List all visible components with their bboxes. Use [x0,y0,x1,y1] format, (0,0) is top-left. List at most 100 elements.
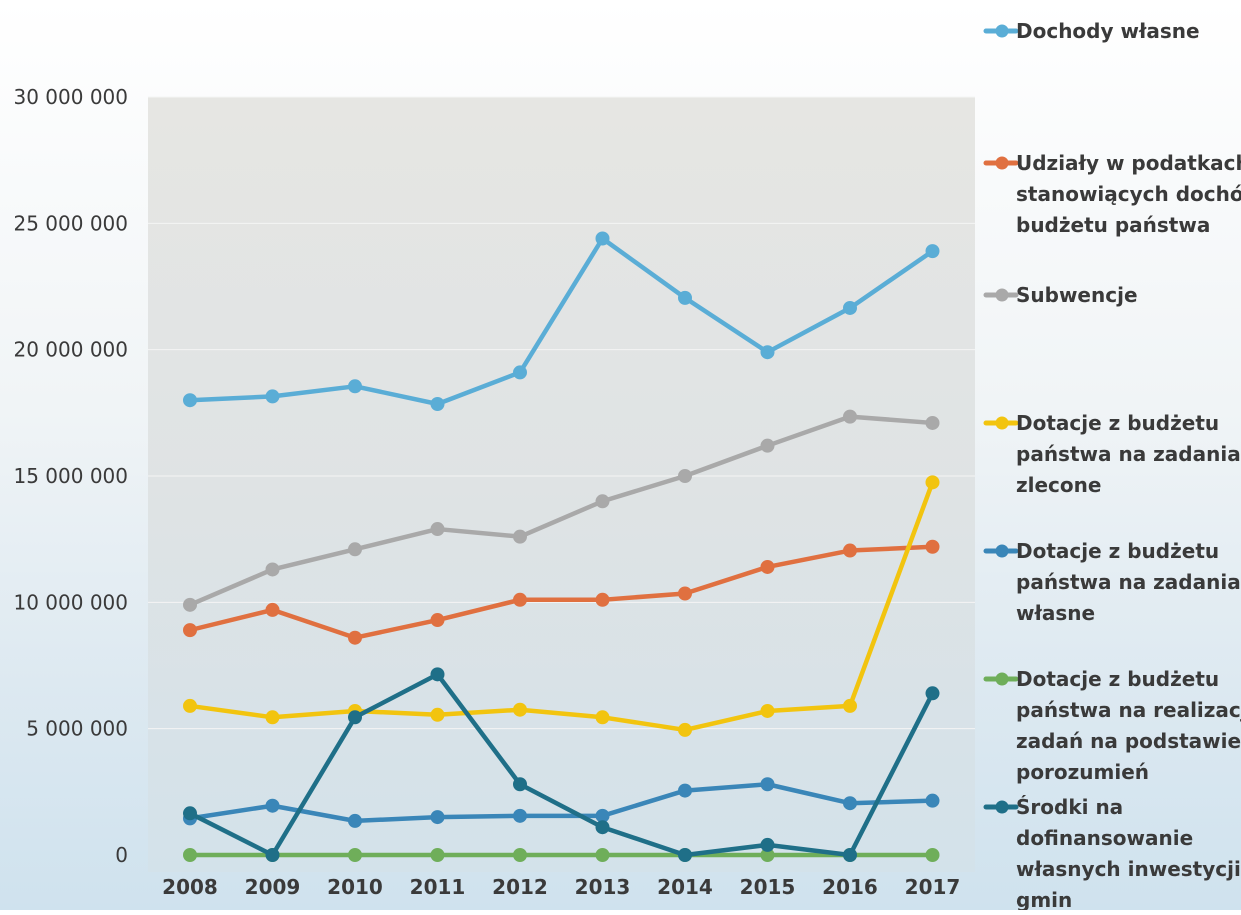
data-point [760,438,775,453]
legend: Dochody własne Udziały w podatkach stanowi… [983,19,1241,912]
data-point [348,813,362,828]
legend-item-7: Środki na dofinansowanie własnych inwestyc… [983,795,1241,912]
x-tick-label: 2015 [740,875,796,899]
data-point [513,848,527,862]
data-point [760,559,775,574]
plot-area [148,97,975,872]
legend-swatch-marker [995,156,1009,170]
legend-item-4: Dotacje z budżetu państwa na zadania zleco… [983,411,1241,497]
x-tick-label: 2012 [492,875,548,899]
x-tick-label: 2008 [162,875,218,899]
data-point [183,623,197,638]
legend-label-line: Środki na [1016,795,1123,819]
y-tick-label: 5 000 000 [26,717,128,741]
data-point [348,848,362,862]
legend-label-line: państwa na realizację [1016,698,1241,722]
data-point [843,409,857,424]
data-point [430,522,445,537]
data-point [430,396,445,411]
legend-label-line: budżetu państwa [1016,213,1210,237]
data-point [513,702,527,717]
x-tick-label: 2017 [905,875,961,899]
data-point [843,796,857,811]
y-tick-label: 0 [115,843,128,867]
legend-swatch-marker [995,24,1009,38]
legend-label-line: państwa na zadania [1016,442,1241,466]
data-point [183,698,197,713]
legend-item-5: Dotacje z budżetu państwa na zadania własn… [983,539,1241,625]
data-point [925,539,940,554]
legend-item-2: Udziały w podatkach stanowiących dochód bu… [983,151,1241,237]
x-axis: 2008 2009 2010 2011 2012 2013 2014 2015 2016 2017 [162,875,960,899]
legend-swatch-marker [995,672,1009,686]
legend-label-line: Subwencje [1016,283,1138,307]
data-point [348,542,362,557]
y-tick-label: 30 000 000 [13,85,128,109]
data-point [843,543,857,558]
x-tick-label: 2014 [657,875,713,899]
x-tick-label: 2009 [245,875,301,899]
legend-label-line: własne [1016,601,1095,625]
data-point [265,389,280,404]
series-7 [183,667,940,862]
data-point [843,848,857,862]
data-point [183,806,197,821]
data-point [513,529,527,544]
data-point [760,345,775,360]
data-point [925,475,940,490]
data-point [265,562,280,577]
data-point [513,365,527,380]
data-point [513,777,527,792]
data-point [183,597,197,612]
data-point [265,710,280,725]
y-tick-label: 15 000 000 [13,464,128,488]
legend-label-line: zadań na podstawie [1016,729,1241,753]
data-point [430,613,445,628]
series-line [187,544,935,640]
series-line [187,480,935,733]
data-point [595,848,610,862]
data-point [678,469,692,483]
legend-label-line: własnych inwestycji [1016,857,1241,881]
data-point [265,602,280,617]
data-point [925,686,940,701]
data-point [430,848,445,862]
data-point [595,494,610,509]
data-point [348,379,362,394]
series-2 [183,539,940,645]
legend-label-line: Dotacje z budżetu [1016,539,1219,563]
series-3 [183,409,940,612]
data-point [513,808,527,823]
data-point [678,783,692,798]
data-point [760,703,775,718]
legend-label-line: zlecone [1016,473,1101,497]
data-point [183,848,197,862]
y-tick-label: 10 000 000 [13,590,128,614]
data-point [678,290,692,305]
series-line [187,236,935,407]
data-point [595,820,610,835]
legend-label-line: państwa na zadania [1016,570,1241,594]
data-point [348,630,362,645]
data-point [430,810,445,825]
legend-swatch-marker [995,544,1009,558]
y-tick-label: 25 000 000 [13,211,128,235]
legend-item-1: Dochody własne [983,19,1200,43]
data-point [925,244,940,259]
y-tick-label: 20 000 000 [13,338,128,362]
legend-label-line: Dotacje z budżetu [1016,411,1219,435]
data-point [843,698,857,713]
legend-item-3: Subwencje [983,283,1138,307]
legend-swatch-marker [995,416,1009,430]
gridlines [148,96,975,730]
series-line [187,414,935,608]
series-1 [183,231,940,411]
legend-label-line: porozumień [1016,760,1149,784]
y-axis: 0 5 000 000 10 000 000 15 000 000 20 000 000… [13,85,128,867]
data-point [843,300,857,315]
data-point [925,848,940,862]
data-point [265,798,280,813]
data-point [925,793,940,808]
x-tick-label: 2013 [575,875,631,899]
